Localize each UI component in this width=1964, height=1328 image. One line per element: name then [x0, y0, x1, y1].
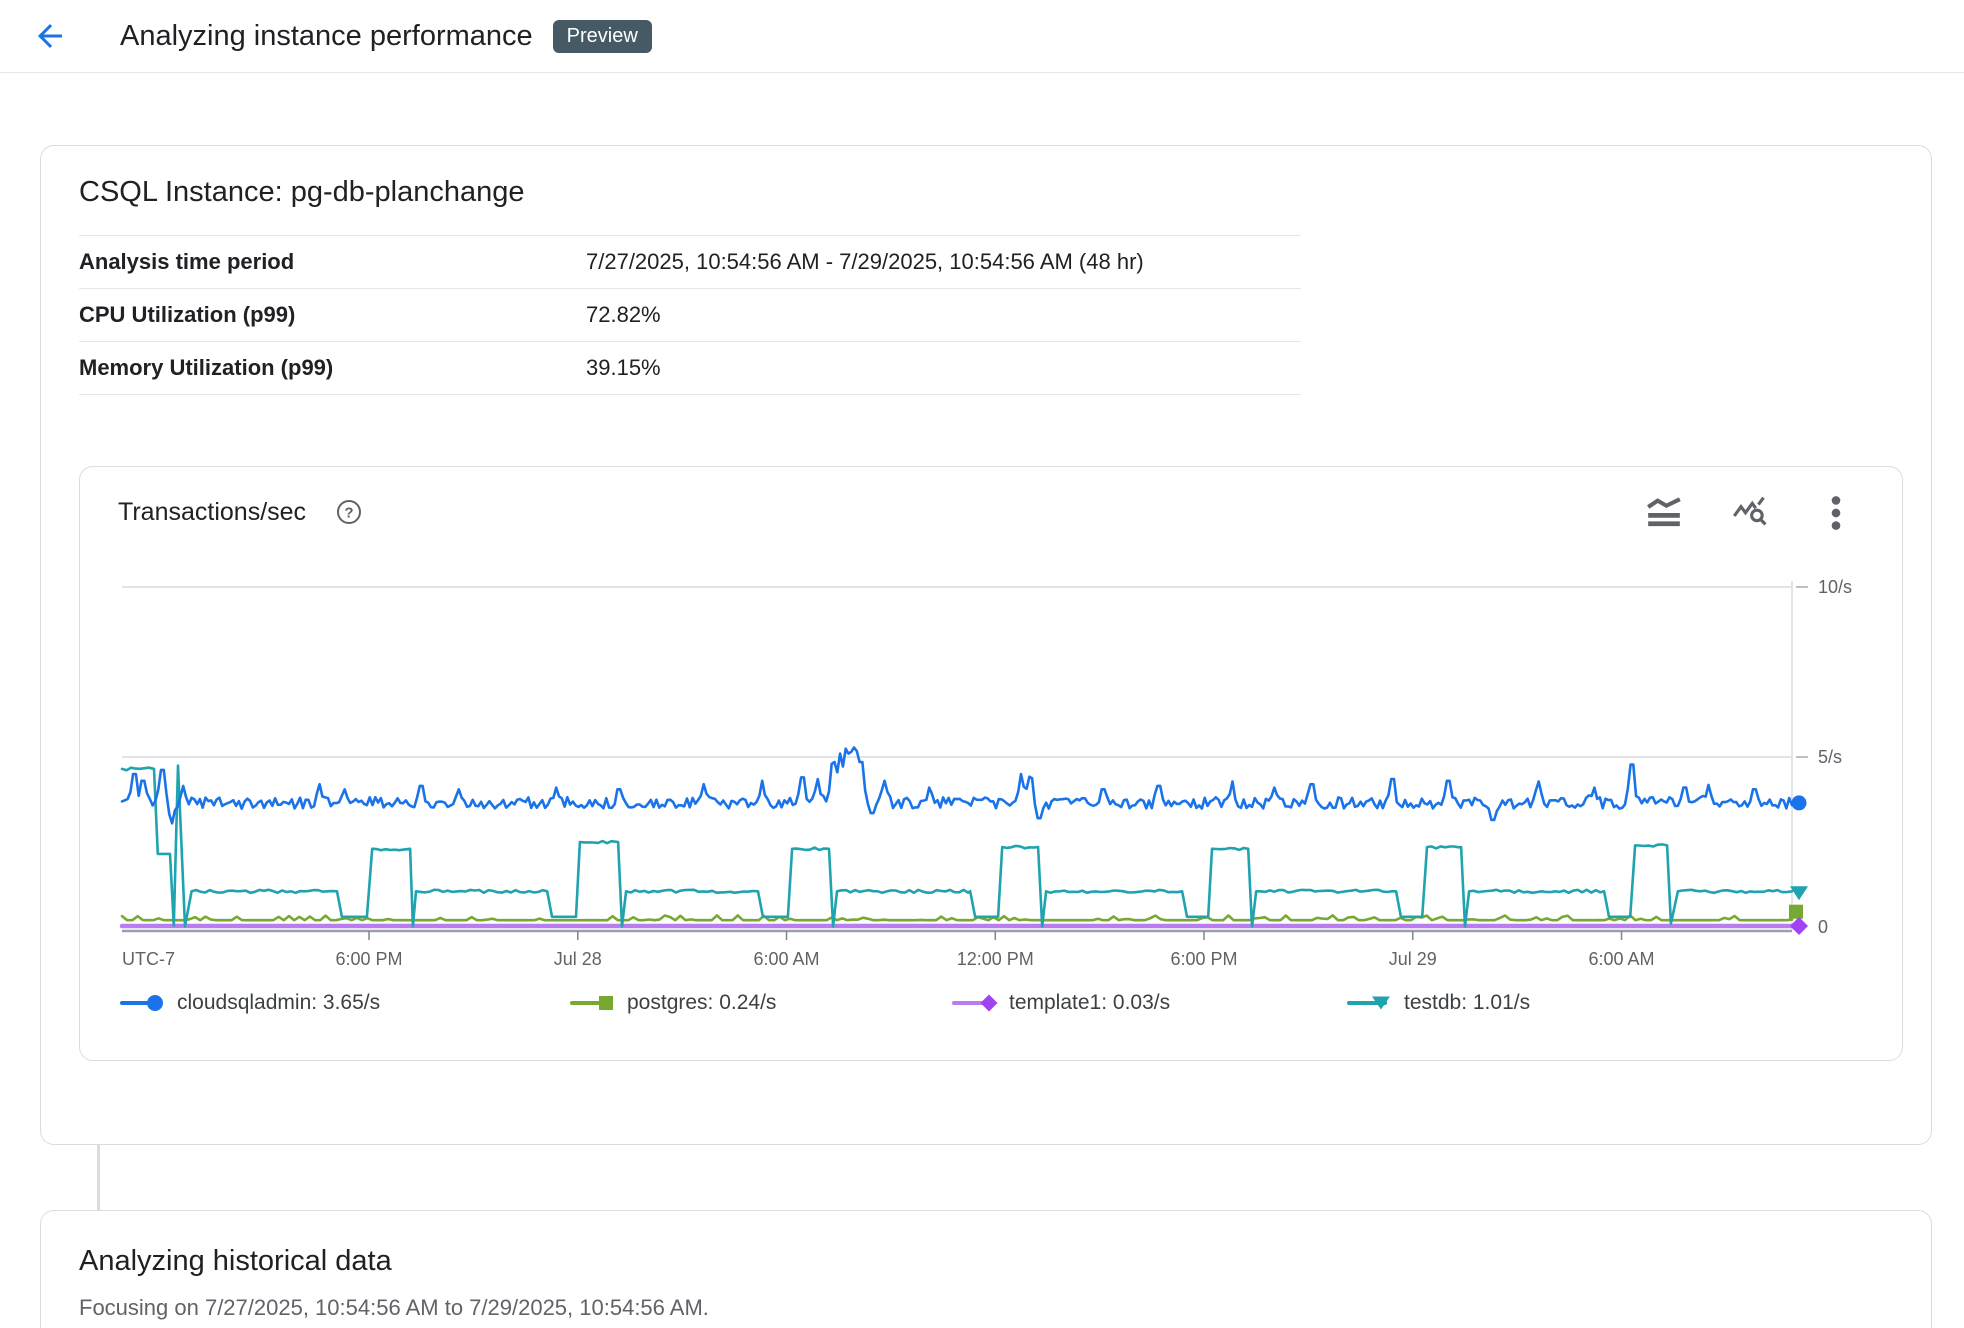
transactions-chart-canvas[interactable]: 0 5/s 10/s 6:00 PM Jul 28 6:00 AM 12:00 PM 6:00…: [80, 557, 1904, 987]
x-axis-label: Jul 28: [554, 949, 602, 969]
x-axis-label: 6:00 AM: [753, 949, 819, 969]
svg-text:?: ?: [344, 505, 353, 522]
legend-item-postgres[interactable]: postgres: 0.24/s: [570, 988, 776, 1018]
legend-marker-triangle-down-icon: [1347, 993, 1387, 1013]
legend-item-testdb[interactable]: testdb: 1.01/s: [1347, 988, 1530, 1018]
stacked-line-chart-button[interactable]: [1644, 493, 1684, 533]
arrow-back-icon: [32, 18, 68, 54]
preview-badge: Preview: [553, 20, 652, 53]
x-axis-label: 6:00 PM: [1170, 949, 1237, 969]
x-axis-label: 6:00 AM: [1588, 949, 1654, 969]
y-axis-label: 5/s: [1818, 747, 1842, 767]
help-button[interactable]: ?: [334, 497, 364, 527]
legend-marker-circle-icon: [120, 993, 160, 1013]
back-button[interactable]: [28, 14, 72, 58]
legend-marker-square-icon: [570, 993, 610, 1013]
historical-card-subtitle: Focusing on 7/27/2025, 10:54:56 AM to 7/…: [41, 1278, 1931, 1321]
row-value: 7/27/2025, 10:54:56 AM - 7/29/2025, 10:5…: [586, 236, 1301, 289]
historical-data-card: Analyzing historical data Focusing on 7/…: [40, 1210, 1932, 1328]
row-value: 39.15%: [586, 342, 1301, 395]
instance-card: CSQL Instance: pg-db-planchange Analysis…: [40, 145, 1932, 1145]
instance-info-table: Analysis time period 7/27/2025, 10:54:56…: [79, 235, 1301, 395]
row-label: Memory Utilization (p99): [79, 342, 586, 395]
timezone-label: UTC-7: [122, 949, 175, 969]
series-line-cloudsqladmin: [122, 748, 1792, 824]
legend-item-cloudsqladmin[interactable]: cloudsqladmin: 3.65/s: [120, 988, 380, 1018]
series-line-postgres: [122, 915, 1792, 920]
chart-title: Transactions/sec: [118, 498, 306, 527]
table-row: Memory Utilization (p99) 39.15%: [79, 342, 1301, 395]
legend-label: template1: 0.03/s: [1009, 991, 1170, 1015]
more-vert-icon: [1829, 495, 1843, 531]
x-axis-label: 6:00 PM: [335, 949, 402, 969]
top-bar: Analyzing instance performance Preview: [0, 0, 1964, 73]
instance-card-title: CSQL Instance: pg-db-planchange: [41, 146, 1931, 209]
legend-item-template1[interactable]: template1: 0.03/s: [952, 988, 1170, 1018]
legend-label: testdb: 1.01/s: [1404, 991, 1530, 1015]
card-connector-line: [97, 1144, 100, 1211]
row-label: Analysis time period: [79, 236, 586, 289]
historical-card-title: Analyzing historical data: [41, 1211, 1931, 1278]
x-axis-label: Jul 29: [1389, 949, 1437, 969]
more-options-button[interactable]: [1816, 493, 1856, 533]
query-stats-button[interactable]: [1730, 493, 1770, 533]
series-endpoint-cloudsqladmin: [1792, 795, 1807, 810]
row-label: CPU Utilization (p99): [79, 289, 586, 342]
x-axis-label: 12:00 PM: [957, 949, 1034, 969]
y-axis-label: 10/s: [1818, 577, 1852, 597]
query-stats-icon: [1731, 495, 1769, 531]
table-row: Analysis time period 7/27/2025, 10:54:56…: [79, 236, 1301, 289]
legend-label: postgres: 0.24/s: [627, 991, 776, 1015]
series-endpoint-postgres: [1789, 905, 1803, 919]
y-axis-label: 0: [1818, 917, 1828, 937]
stacked-line-chart-icon: [1645, 497, 1683, 529]
legend-label: cloudsqladmin: 3.65/s: [177, 991, 380, 1015]
row-value: 72.82%: [586, 289, 1301, 342]
table-row: CPU Utilization (p99) 72.82%: [79, 289, 1301, 342]
legend-marker-diamond-icon: [952, 993, 992, 1013]
transactions-chart-card: Transactions/sec ?: [79, 466, 1903, 1061]
help-icon: ?: [335, 498, 363, 526]
page-title: Analyzing instance performance: [120, 20, 533, 53]
